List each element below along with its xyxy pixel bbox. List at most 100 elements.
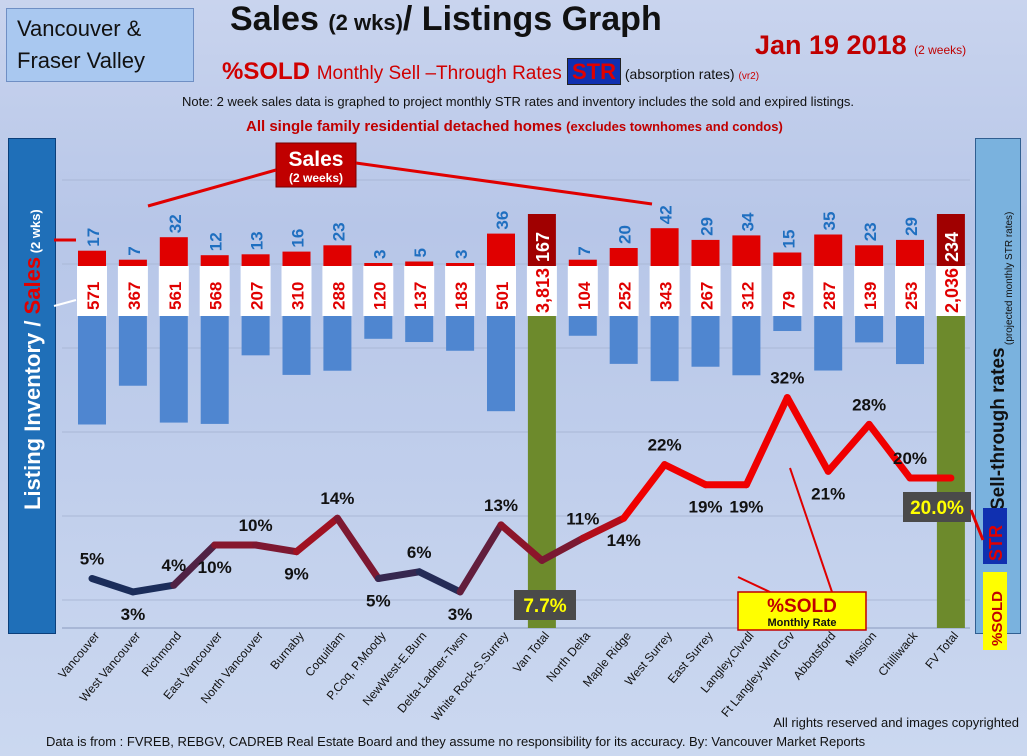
sold-line-segment bbox=[661, 461, 709, 489]
bars bbox=[77, 214, 966, 628]
x-tick-label: Ft Langley-Wlnt Grv bbox=[718, 629, 797, 720]
sales-bar bbox=[732, 235, 761, 266]
page-title: Sales (2 wks)/ Listings Graph bbox=[230, 0, 662, 39]
sales-label: 13 bbox=[248, 231, 267, 250]
sold-label: 6% bbox=[407, 543, 432, 562]
sold-line-segment bbox=[129, 581, 178, 596]
sold-line-segment bbox=[456, 521, 505, 596]
sales-label: 3 bbox=[452, 250, 471, 259]
sold-line-segment bbox=[374, 568, 423, 582]
sales-callout-sub: (2 weeks) bbox=[289, 171, 343, 185]
van-total-badge-text: 7.7% bbox=[523, 596, 566, 617]
inventory-label-bg bbox=[363, 266, 394, 316]
rights-footer: All rights reserved and images copyright… bbox=[773, 715, 1019, 730]
fv-total-badge-text: 20.0% bbox=[910, 498, 964, 519]
sold-line-segment bbox=[620, 461, 669, 522]
inventory-label-bg bbox=[813, 266, 844, 316]
sales-bar bbox=[773, 252, 802, 266]
inventory-bar bbox=[650, 316, 679, 382]
sold-label: 22% bbox=[648, 436, 682, 455]
sales-label: 23 bbox=[861, 222, 880, 241]
inventory-label: 120 bbox=[370, 282, 389, 310]
sold-label: 14% bbox=[320, 489, 354, 508]
sales-label: 5 bbox=[411, 248, 430, 257]
sold-label: 19% bbox=[729, 498, 763, 517]
sold-line-segment bbox=[538, 534, 587, 564]
sales-bar bbox=[855, 245, 884, 266]
sales-label: 35 bbox=[820, 212, 839, 231]
x-tick-label: Chilliwack bbox=[875, 628, 921, 679]
sales-bar bbox=[323, 245, 352, 266]
sales-label: 15 bbox=[779, 230, 798, 249]
inventory-bar bbox=[364, 316, 393, 339]
sales-label: 12 bbox=[207, 232, 226, 251]
inventory-bar bbox=[691, 316, 720, 367]
sold-callout-sub: Monthly Rate bbox=[767, 617, 836, 629]
right-axis-sub: (projected monthly STR rates) bbox=[1004, 212, 1015, 345]
inventory-bar bbox=[936, 316, 965, 628]
subtitle-version: (vr2) bbox=[738, 71, 760, 82]
sales-label: 17 bbox=[84, 228, 103, 247]
inventory-label: 310 bbox=[289, 282, 308, 310]
inventory-label-bg bbox=[690, 266, 721, 316]
sales-label: 7 bbox=[575, 246, 594, 255]
inventory-label-bg bbox=[608, 266, 639, 316]
date-sub: (2 weeks) bbox=[914, 43, 967, 57]
inventory-bar bbox=[487, 316, 515, 412]
x-tick-label: Delta-Ladner-Twsn bbox=[395, 629, 471, 716]
right-axis-label: Sell-through rates bbox=[988, 347, 1009, 510]
sales-label: 34 bbox=[738, 212, 757, 231]
subnote-excludes: (excludes townhomes and condos) bbox=[566, 119, 783, 134]
inventory-label: 139 bbox=[861, 282, 880, 310]
inventory-label-bg bbox=[567, 266, 598, 316]
sold-label: 10% bbox=[239, 516, 273, 535]
sold-label: 13% bbox=[484, 496, 518, 515]
subnote: All single family residential detached h… bbox=[246, 118, 783, 135]
inventory-label-bg bbox=[445, 266, 476, 316]
region-box: Vancouver & Fraser Valley bbox=[6, 8, 194, 82]
inventory-bar bbox=[527, 316, 556, 628]
sold-label: 21% bbox=[811, 484, 845, 503]
sold-label: 19% bbox=[688, 498, 722, 517]
left-axis-label: Listing Inventory / Sales (2 wks) bbox=[20, 209, 45, 510]
sales-arrow-right bbox=[355, 161, 653, 206]
inventory-label-bg bbox=[526, 266, 557, 316]
inventory-label-bg bbox=[404, 266, 435, 316]
sales-label: 42 bbox=[657, 205, 676, 224]
inventory-label: 571 bbox=[84, 282, 103, 310]
sold-label: 9% bbox=[284, 565, 309, 584]
sales-arrow-left bbox=[147, 168, 277, 208]
inventory-label-bg bbox=[854, 266, 885, 316]
inventory-bar bbox=[405, 316, 434, 343]
inventory-label: 253 bbox=[902, 282, 921, 310]
sold-line-segment bbox=[579, 514, 628, 542]
sold-line-segment bbox=[333, 514, 382, 582]
sales-label: 29 bbox=[698, 217, 717, 236]
right-str-text: STR bbox=[986, 525, 1006, 561]
subnote-main: All single family residential detached h… bbox=[246, 118, 567, 135]
left-axis-wks: (2 wks) bbox=[28, 209, 43, 257]
region-line-1: Vancouver & bbox=[17, 16, 142, 41]
inventory-label: 3,813 bbox=[533, 268, 553, 313]
sold-label: 32% bbox=[770, 369, 804, 388]
inventory-label-bg bbox=[486, 266, 516, 316]
inventory-label-bg bbox=[935, 266, 966, 316]
subtitle-sold: %SOLD bbox=[222, 58, 317, 85]
sales-bar bbox=[936, 214, 965, 266]
inventory-label: 104 bbox=[575, 281, 594, 310]
inventory-label: 288 bbox=[329, 282, 348, 310]
sales-label: 20 bbox=[616, 225, 635, 244]
sold-label: 10% bbox=[198, 558, 232, 577]
sales-bar bbox=[200, 255, 229, 266]
sold-callout-title: %SOLD bbox=[767, 596, 837, 617]
sold-line-segment bbox=[415, 568, 464, 596]
inventory-label-bg bbox=[322, 266, 353, 316]
sales-bar bbox=[159, 237, 188, 266]
right-sold-text: %SOLD bbox=[989, 591, 1006, 646]
inventory-label: 343 bbox=[657, 282, 676, 310]
inventory-label-bg bbox=[895, 266, 925, 316]
inventory-label-bg bbox=[281, 266, 312, 316]
sales-bar bbox=[609, 248, 638, 266]
